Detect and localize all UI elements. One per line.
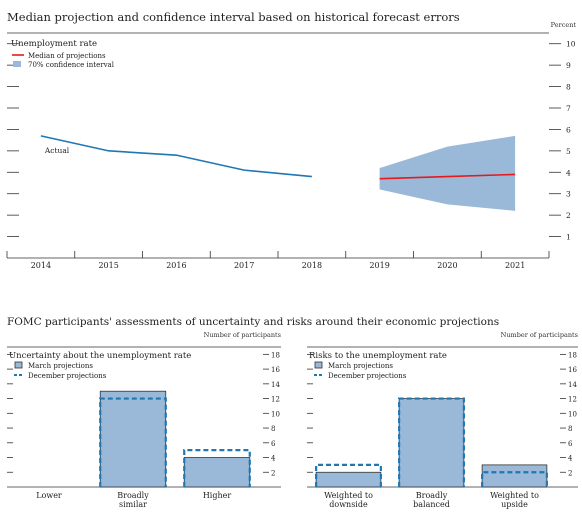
y-tick-label: 9 — [566, 61, 571, 70]
y-tick-label: 4 — [271, 455, 276, 463]
march-bar — [481, 464, 548, 488]
y-tick-label: 6 — [568, 440, 573, 448]
actual-annotation: Actual — [44, 146, 70, 155]
x-tick-label: 2017 — [234, 261, 254, 270]
uncertainty-bar-chart: Number of participants Uncertainty about … — [7, 331, 281, 509]
ylabel: Number of participants — [204, 331, 281, 339]
y-tick-label: 4 — [566, 168, 571, 177]
y-tick-label: 6 — [271, 440, 276, 448]
y-tick-label: 2 — [568, 469, 572, 477]
december-bar-outline — [398, 397, 465, 487]
y-tick-label: 1 — [566, 233, 571, 242]
category-label: Higher — [203, 491, 232, 500]
y-tick-label: 10 — [271, 410, 280, 418]
y-tick-label: 3 — [566, 190, 571, 199]
x-tick-label: 2019 — [369, 261, 389, 270]
legend-december-label: December projections — [28, 372, 107, 380]
y-tick-label: 7 — [566, 104, 571, 113]
legend-march-swatch — [314, 361, 323, 369]
actual-series-line — [40, 135, 312, 178]
legend-march-label: March projections — [328, 362, 393, 370]
y-tick-label: 8 — [568, 425, 572, 433]
y-tick-label: 16 — [568, 366, 577, 374]
x-tick-label: 2016 — [166, 261, 186, 270]
category-label: Weighted to — [324, 491, 373, 500]
category-label: Weighted to — [490, 491, 539, 500]
chart-title: Unemployment rate — [11, 39, 97, 49]
chart-title: Risks to the unemployment rate — [309, 351, 447, 361]
y-tick-label: 10 — [566, 40, 576, 49]
category-label: balanced — [413, 500, 450, 509]
y-tick-label: 8 — [566, 83, 571, 92]
y-tick-label: 8 — [271, 425, 275, 433]
march-bar — [99, 390, 167, 488]
unemployment-line-chart: 1 2 3 4 5 6 7 8 9 10 2014 2015 2016 2017 2018 2019 2020 2… — [6, 32, 576, 270]
legend-march-swatch — [14, 361, 23, 369]
top-unit-label: Percent — [550, 21, 576, 29]
legend-december-label: December projections — [328, 372, 407, 380]
ylabel: Number of participants — [501, 331, 578, 339]
confidence-band — [379, 135, 516, 211]
y-tick-label: 14 — [271, 381, 280, 389]
march-bar — [398, 398, 465, 488]
x-tick-label: 2015 — [98, 261, 118, 270]
category-label: Broadly — [416, 491, 448, 500]
risks-bar-chart: Number of participants Risks to the unemp… — [307, 331, 578, 509]
legend-march-label: March projections — [28, 362, 93, 370]
y-tick-label: 16 — [271, 366, 280, 374]
y-tick-label: 18 — [568, 351, 577, 359]
y-tick-label: 12 — [568, 396, 577, 404]
y-tick-label: 14 — [568, 381, 577, 389]
march-bar — [315, 471, 382, 488]
x-tick-label: 2014 — [31, 261, 51, 270]
y-tick-label: 4 — [568, 455, 573, 463]
december-bar-outline — [315, 463, 382, 487]
y-tick-label: 12 — [271, 396, 280, 404]
december-bar-outline — [183, 449, 251, 487]
march-bar — [183, 457, 251, 488]
category-label: Lower — [36, 491, 62, 500]
y-tick-label: 18 — [271, 351, 280, 359]
legend-band-swatch — [13, 61, 21, 67]
december-bar-outline — [99, 397, 167, 487]
category-label: downside — [329, 500, 368, 509]
y-tick-label: 2 — [566, 211, 571, 220]
category-label: upside — [501, 500, 528, 509]
bottom-figure-title: FOMC participants' assessments of uncert… — [7, 316, 500, 328]
top-figure-title: Median projection and confidence interva… — [7, 10, 460, 24]
y-tick-label: 5 — [566, 147, 571, 156]
median-series-line — [379, 173, 516, 180]
y-tick-label: 6 — [566, 125, 571, 134]
x-tick-label: 2020 — [437, 261, 457, 270]
legend-median-label: Median of projections — [28, 52, 106, 60]
chart-title: Uncertainty about the unemployment rate — [9, 351, 191, 361]
category-label: similar — [119, 500, 147, 509]
y-tick-label: 2 — [271, 469, 275, 477]
legend-band-label: 70% confidence interval — [28, 61, 115, 69]
x-tick-label: 2018 — [302, 261, 322, 270]
category-label: Broadly — [117, 491, 149, 500]
x-tick-label: 2021 — [505, 261, 525, 270]
y-tick-label: 10 — [568, 410, 577, 418]
